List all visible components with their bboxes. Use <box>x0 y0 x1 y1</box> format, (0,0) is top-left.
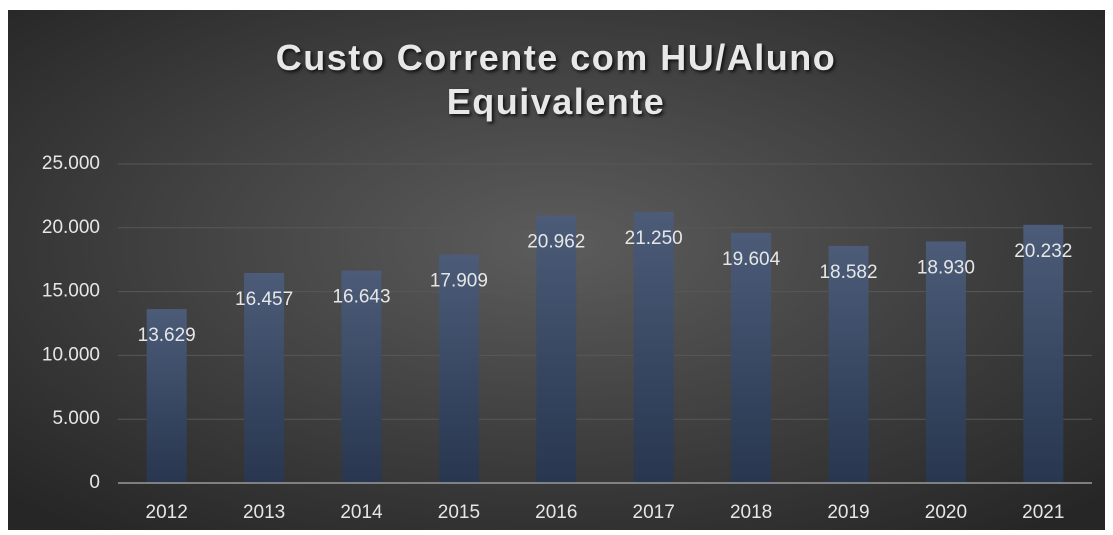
data-label: 13.629 <box>138 325 196 346</box>
y-tick-label: 0 <box>89 472 100 493</box>
data-label: 20.232 <box>1014 241 1072 262</box>
x-tick-label: 2014 <box>340 502 383 523</box>
data-label: 21.250 <box>625 228 683 249</box>
x-tick-label: 2020 <box>925 502 967 523</box>
chart-title: Custo Corrente com HU/Aluno Equivalente <box>275 37 837 122</box>
bar <box>731 232 772 483</box>
data-label: 20.962 <box>527 232 585 253</box>
bar <box>244 273 285 483</box>
data-label: 18.582 <box>819 262 877 283</box>
data-label: 16.457 <box>235 289 293 310</box>
y-tick-label: 20.000 <box>42 217 100 238</box>
x-tick-label: 2013 <box>243 502 285 523</box>
x-tick-label: 2017 <box>633 502 675 523</box>
x-tick-label: 2012 <box>146 502 188 523</box>
x-tick-label: 2015 <box>438 502 480 523</box>
y-tick-label: 10.000 <box>42 344 100 365</box>
y-tick-label: 5.000 <box>52 408 100 429</box>
x-tick-label: 2019 <box>827 502 869 523</box>
bar <box>633 211 674 483</box>
bar <box>1023 224 1064 484</box>
bar <box>341 270 382 483</box>
data-label: 17.909 <box>430 270 488 291</box>
data-label: 16.643 <box>332 287 390 308</box>
x-tick-label: 2016 <box>535 502 577 523</box>
bar <box>925 241 966 483</box>
data-label: 19.604 <box>722 249 781 270</box>
x-tick-label: 2021 <box>1022 502 1064 523</box>
y-tick-label: 25.000 <box>42 153 100 174</box>
bar <box>146 309 187 483</box>
y-tick-label: 15.000 <box>42 281 100 302</box>
bar <box>438 254 479 483</box>
bar <box>828 245 869 483</box>
data-label: 18.930 <box>917 257 975 278</box>
bar <box>536 215 577 483</box>
x-tick-label: 2018 <box>730 502 772 523</box>
